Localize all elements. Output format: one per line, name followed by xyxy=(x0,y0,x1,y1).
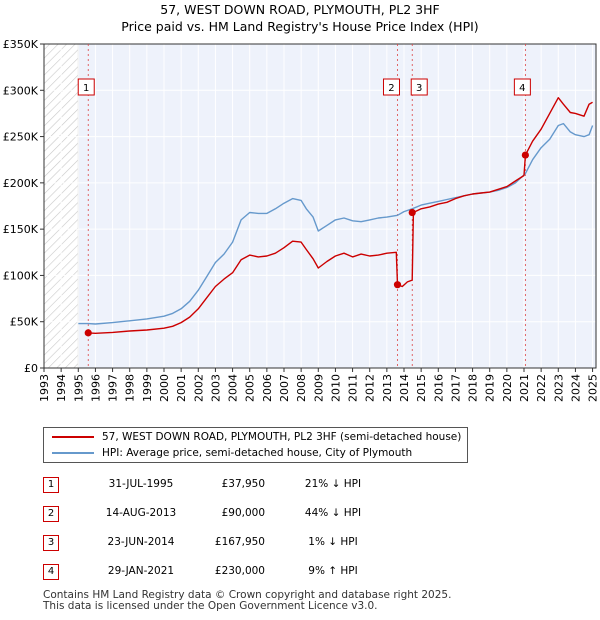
x-tick-label: 2023 xyxy=(552,374,565,402)
sale-date: 31-JUL-1995 xyxy=(108,478,174,490)
x-tick-label: 1995 xyxy=(72,374,85,402)
sales-table: 1 31-JUL-1995 £37,950 21% ↓ HPI 2 14-AUG… xyxy=(43,474,463,590)
legend-label-hpi: HPI: Average price, semi-detached house,… xyxy=(102,447,413,459)
x-tick-label: 1996 xyxy=(89,374,102,402)
legend: 57, WEST DOWN ROAD, PLYMOUTH, PL2 3HF (s… xyxy=(43,427,468,463)
x-tick-label: 1997 xyxy=(107,374,120,402)
x-tick-label: 2021 xyxy=(518,374,531,402)
x-tick-label: 1999 xyxy=(141,374,154,402)
sale-price: £90,000 xyxy=(221,507,265,519)
sale-label-text: 1 xyxy=(83,83,89,94)
x-tick-label: 2012 xyxy=(364,374,377,402)
x-tick-label: 2022 xyxy=(535,374,548,402)
legend-label-property: 57, WEST DOWN ROAD, PLYMOUTH, PL2 3HF (s… xyxy=(102,431,462,443)
property-series-line xyxy=(88,96,593,334)
y-tick-label: £50K xyxy=(10,316,39,329)
sale-price: £37,950 xyxy=(221,478,265,490)
x-tick-label: 2005 xyxy=(244,374,257,402)
y-tick-label: £350K xyxy=(3,38,39,51)
y-tick-label: £250K xyxy=(3,131,39,144)
sale-number-badge: 2 xyxy=(43,506,59,522)
plot-background xyxy=(44,44,596,368)
footer-line-copyright: Contains HM Land Registry data © Crown c… xyxy=(43,589,452,601)
plot-frame xyxy=(43,43,597,369)
x-tick-label: 2006 xyxy=(261,374,274,402)
sale-row: 1 31-JUL-1995 £37,950 21% ↓ HPI xyxy=(43,474,463,503)
sale-label-text: 2 xyxy=(388,83,394,94)
x-tick-label: 2017 xyxy=(449,374,462,402)
sale-point xyxy=(521,151,529,159)
x-tick-label: 2004 xyxy=(227,374,240,402)
x-tick-label: 2003 xyxy=(209,374,222,402)
x-tick-label: 2016 xyxy=(432,374,445,402)
hpi-series-line xyxy=(78,122,594,325)
x-tick-label: 2015 xyxy=(415,374,428,402)
price-chart: £0 £50K £100K £150K £200K £250K £300K £350K 1993… xyxy=(3,38,600,402)
legend-swatch-property xyxy=(52,436,94,438)
x-tick-label: 2024 xyxy=(569,374,582,402)
sale-number-badge: 1 xyxy=(43,477,59,493)
sale-label-text: 4 xyxy=(519,83,525,94)
x-tick-label: 2009 xyxy=(312,374,325,402)
sale-label-box xyxy=(513,78,531,96)
legend-item-hpi: HPI: Average price, semi-detached house,… xyxy=(52,445,412,461)
sale-date: 23-JUN-2014 xyxy=(107,536,175,548)
x-tick-label: 2014 xyxy=(398,374,411,402)
footer: Contains HM Land Registry data © Crown c… xyxy=(43,590,451,612)
y-tick-label: £100K xyxy=(3,269,39,282)
sale-price: £230,000 xyxy=(214,565,265,577)
x-tick-label: 2001 xyxy=(175,374,188,402)
x-tick-label: 1994 xyxy=(55,374,68,402)
x-tick-label: 2002 xyxy=(192,374,205,402)
x-tick-label: 2000 xyxy=(158,374,171,402)
sale-number-badge: 3 xyxy=(43,535,59,551)
chart-title: 57, WEST DOWN ROAD, PLYMOUTH, PL2 3HF xyxy=(160,2,440,17)
legend-swatch-hpi xyxy=(52,452,94,454)
y-tick-label: £300K xyxy=(3,84,39,97)
sale-hpi-diff: 1% ↓ HPI xyxy=(308,536,358,548)
sale-price: £167,950 xyxy=(214,536,265,548)
sale-label-box xyxy=(410,78,428,96)
x-tick-label: 2020 xyxy=(501,374,514,402)
x-tick-label: 2018 xyxy=(467,374,480,402)
x-tick-label: 2011 xyxy=(347,374,360,402)
sale-point xyxy=(393,281,402,289)
sale-point xyxy=(408,208,416,217)
x-tick-label: 2019 xyxy=(484,374,497,402)
sale-label-box xyxy=(382,78,400,96)
sale-hpi-diff: 21% ↓ HPI xyxy=(304,478,362,490)
footer-line-licence: This data is licensed under the Open Gov… xyxy=(43,600,378,612)
sale-row: 2 14-AUG-2013 £90,000 44% ↓ HPI xyxy=(43,503,463,532)
x-tick-label: 2025 xyxy=(587,374,600,402)
y-tick-label: £0 xyxy=(24,362,38,375)
sale-label-box xyxy=(77,78,95,96)
x-tick-label: 1993 xyxy=(38,374,51,402)
x-tick-label: 2013 xyxy=(381,374,394,402)
sale-date: 29-JAN-2021 xyxy=(107,565,175,577)
chart-subtitle: Price paid vs. HM Land Registry's House … xyxy=(121,19,479,34)
x-tick-label: 2007 xyxy=(278,374,291,402)
sale-hpi-diff: 44% ↓ HPI xyxy=(304,507,362,519)
sale-point xyxy=(84,329,92,337)
sale-row: 3 23-JUN-2014 £167,950 1% ↓ HPI xyxy=(43,532,463,561)
x-tick-label: 2010 xyxy=(329,374,342,402)
sale-number-badge: 4 xyxy=(43,564,59,580)
y-tick-label: £150K xyxy=(3,223,39,236)
y-tick-label: £200K xyxy=(3,177,39,190)
sale-hpi-diff: 9% ↑ HPI xyxy=(308,565,358,577)
sale-row: 4 29-JAN-2021 £230,000 9% ↑ HPI xyxy=(43,561,463,590)
sale-label-text: 3 xyxy=(416,83,422,94)
sale-date: 14-AUG-2013 xyxy=(105,507,177,519)
x-tick-label: 2008 xyxy=(295,374,308,402)
legend-item-property: 57, WEST DOWN ROAD, PLYMOUTH, PL2 3HF (s… xyxy=(52,429,461,445)
x-tick-label: 1998 xyxy=(124,374,137,402)
